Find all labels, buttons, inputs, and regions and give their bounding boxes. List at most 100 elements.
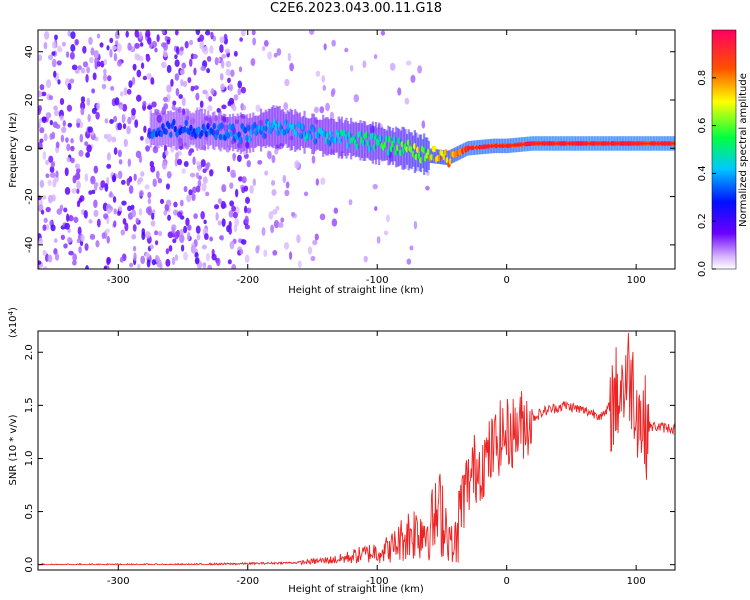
noise-speck bbox=[80, 107, 85, 116]
noise-speck bbox=[66, 213, 70, 222]
ridge-halo bbox=[419, 134, 423, 173]
noise-speck bbox=[41, 195, 47, 200]
noise-speck bbox=[126, 126, 131, 135]
noise-speck bbox=[38, 122, 41, 129]
x-tick-label: 100 bbox=[627, 275, 646, 286]
noise-speck bbox=[82, 45, 87, 54]
noise-speck bbox=[294, 160, 300, 169]
noise-speck bbox=[273, 52, 278, 58]
noise-speck bbox=[210, 88, 215, 95]
x-tick-label: -100 bbox=[366, 275, 389, 286]
noise-speck bbox=[139, 42, 144, 47]
noise-speck bbox=[232, 104, 237, 112]
noise-speck bbox=[113, 53, 118, 62]
noise-speck bbox=[127, 205, 132, 212]
noise-speck bbox=[240, 86, 247, 94]
noise-speck bbox=[149, 244, 154, 250]
noise-speck bbox=[236, 154, 242, 163]
noise-speck bbox=[331, 39, 336, 47]
noise-speck bbox=[56, 208, 62, 215]
noise-speck bbox=[197, 179, 202, 188]
noise-speck bbox=[263, 40, 269, 47]
noise-speck bbox=[113, 115, 118, 123]
noise-speck bbox=[66, 236, 73, 243]
ridge-halo bbox=[222, 113, 225, 150]
noise-speck bbox=[194, 257, 200, 265]
noise-speck bbox=[163, 209, 168, 216]
ridge-halo bbox=[340, 116, 343, 159]
noise-speck bbox=[159, 198, 165, 204]
noise-speck bbox=[64, 167, 69, 177]
y-tick-label: 1.5 bbox=[24, 397, 35, 413]
noise-speck bbox=[145, 252, 150, 258]
noise-speck bbox=[179, 199, 184, 207]
noise-speck bbox=[119, 104, 124, 110]
noise-speck bbox=[245, 196, 251, 204]
noise-speck bbox=[239, 37, 244, 42]
ridge-halo bbox=[399, 130, 402, 166]
noise-speck bbox=[119, 91, 124, 97]
ridge-halo bbox=[415, 132, 418, 172]
noise-speck bbox=[50, 172, 56, 178]
noise-speck bbox=[404, 97, 410, 105]
noise-speck bbox=[214, 204, 220, 210]
noise-speck bbox=[225, 60, 232, 68]
noise-speck bbox=[210, 31, 214, 40]
noise-speck bbox=[221, 104, 227, 110]
noise-speck bbox=[229, 200, 235, 207]
noise-speck bbox=[72, 175, 77, 184]
ridge-halo bbox=[281, 109, 284, 148]
noise-speck bbox=[135, 217, 140, 224]
noise-speck bbox=[362, 60, 367, 69]
ridge-halo bbox=[267, 108, 270, 148]
noise-speck bbox=[91, 107, 97, 114]
colorbar-tick-label: 0.4 bbox=[697, 165, 708, 181]
noise-speck bbox=[255, 104, 261, 112]
ridge-halo bbox=[277, 106, 280, 148]
noise-speck bbox=[88, 219, 93, 224]
noise-speck bbox=[145, 231, 151, 239]
x-tick-label: -200 bbox=[236, 576, 259, 587]
noise-speck bbox=[272, 209, 278, 215]
noise-speck bbox=[78, 246, 82, 254]
ridge-halo bbox=[364, 121, 367, 161]
ridge-halo bbox=[284, 113, 288, 144]
noise-speck bbox=[176, 46, 180, 55]
noise-speck bbox=[146, 259, 151, 268]
noise-speck bbox=[106, 208, 112, 214]
colorbar-tick-label: 0.6 bbox=[697, 118, 708, 134]
colorbar-tick-label: 0.2 bbox=[697, 213, 708, 229]
noise-speck bbox=[86, 144, 92, 153]
noise-speck bbox=[136, 94, 142, 102]
noise-speck bbox=[104, 183, 109, 192]
noise-speck bbox=[202, 168, 207, 174]
noise-speck bbox=[106, 235, 110, 244]
ridge-halo bbox=[413, 130, 416, 174]
noise-speck bbox=[152, 146, 159, 154]
noise-speck bbox=[310, 255, 316, 262]
noise-speck bbox=[321, 75, 326, 83]
noise-speck bbox=[150, 220, 156, 227]
noise-speck bbox=[309, 30, 315, 35]
noise-speck bbox=[154, 47, 158, 53]
noise-speck bbox=[109, 119, 114, 124]
ridge-halo bbox=[348, 123, 351, 153]
noise-speck bbox=[200, 159, 206, 168]
noise-speck bbox=[373, 54, 378, 60]
noise-speck bbox=[329, 111, 335, 121]
colorbar: 0.0 0.2 0.4 0.6 0.8 Normalized spectral ampl… bbox=[697, 29, 749, 277]
noise-speck bbox=[233, 94, 239, 101]
noise-speck bbox=[39, 127, 45, 134]
noise-speck bbox=[39, 84, 45, 91]
noise-speck bbox=[205, 191, 210, 197]
y-tick-label: -20 bbox=[24, 188, 35, 204]
noise-speck bbox=[319, 213, 326, 221]
noise-speck bbox=[126, 178, 131, 187]
noise-speck bbox=[111, 136, 117, 143]
noise-speck bbox=[91, 189, 96, 195]
y-tick-label: 20 bbox=[24, 94, 35, 107]
noise-speck bbox=[206, 68, 211, 74]
noise-speck bbox=[70, 44, 76, 52]
noise-speck bbox=[199, 100, 204, 108]
ridge-halo bbox=[191, 112, 194, 146]
